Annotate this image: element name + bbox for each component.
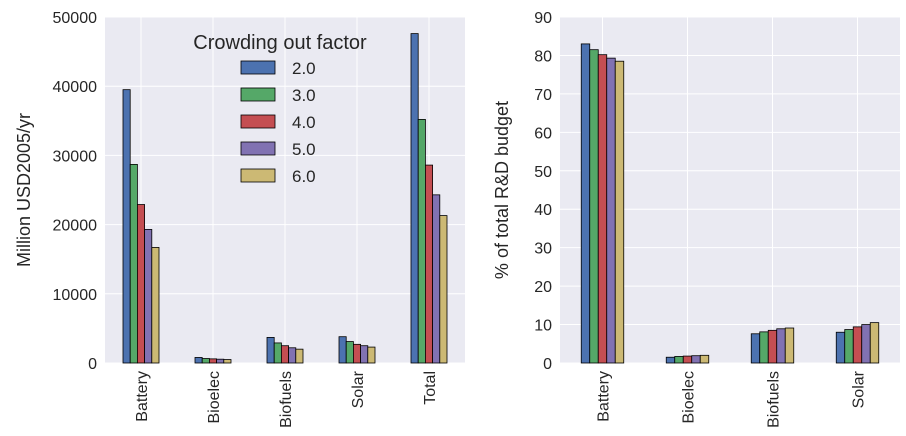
bar-total-5.0 — [432, 194, 441, 364]
bar-solar-6.0 — [869, 322, 880, 364]
bar-biofuels-5.0 — [776, 328, 786, 364]
y-tick-label-4: 40000 — [53, 79, 98, 96]
x-tick-label-bioelec: Bioelec — [206, 371, 223, 423]
bar-total-6.0 — [439, 215, 448, 364]
x-tick-label-bioelec: Bioelec — [681, 371, 698, 423]
y-tick-label-1: 10000 — [53, 287, 98, 304]
bar-total-2.0 — [410, 33, 419, 364]
legend-label-2.0: 2.0 — [292, 59, 316, 78]
bar-solar-5.0 — [861, 324, 871, 364]
bar-battery-6.0 — [151, 247, 160, 364]
x-tick-label-solar: Solar — [350, 370, 367, 408]
bar-battery-4.0 — [597, 54, 608, 364]
y-tick-label-5: 50000 — [53, 10, 98, 27]
bar-battery-2.0 — [122, 89, 131, 364]
bar-bioelec-6.0 — [699, 354, 710, 364]
bar-solar-4.0 — [352, 343, 361, 364]
y-tick-label-6: 60 — [534, 125, 552, 142]
y-tick-label-8: 80 — [534, 48, 552, 65]
bar-total-4.0 — [424, 164, 433, 364]
bar-biofuels-2.0 — [750, 333, 761, 364]
bar-battery-6.0 — [614, 60, 625, 364]
bar-bioelec-4.0 — [682, 355, 693, 364]
right-chart: 0 10 20 30 40 50 60 70 80 90 Battery Bioelec Biofuel… — [492, 10, 900, 428]
bar-bioelec-5.0 — [691, 355, 701, 364]
bar-total-3.0 — [417, 119, 426, 364]
bar-bioelec-3.0 — [674, 356, 684, 364]
bar-solar-2.0 — [338, 336, 347, 364]
y-tick-label-3: 30000 — [53, 148, 98, 165]
bar-solar-3.0 — [844, 329, 854, 364]
legend-swatch-4.0 — [240, 114, 276, 129]
y-tick-label-7: 70 — [534, 87, 552, 104]
bar-solar-2.0 — [835, 331, 846, 364]
bar-biofuels-6.0 — [784, 327, 795, 364]
bar-bioelec-5.0 — [216, 358, 225, 364]
legend-swatch-3.0 — [240, 87, 276, 102]
x-tick-label-solar: Solar — [851, 370, 868, 408]
legend-swatch-5.0 — [240, 141, 276, 156]
bar-battery-3.0 — [589, 49, 599, 364]
legend-label-6.0: 6.0 — [292, 167, 316, 186]
bar-biofuels-4.0 — [280, 345, 289, 364]
legend: Crowding out factor 2.0 3.0 4.0 5.0 6.0 — [193, 32, 367, 186]
bar-solar-5.0 — [360, 345, 369, 364]
bar-battery-5.0 — [144, 229, 153, 364]
x-tick-label-total: Total — [422, 371, 439, 405]
bar-battery-4.0 — [136, 204, 145, 364]
bar-biofuels-4.0 — [767, 329, 778, 364]
legend-label-5.0: 5.0 — [292, 140, 316, 159]
bar-biofuels-6.0 — [295, 348, 304, 364]
x-tick-label-battery: Battery — [596, 371, 613, 422]
y-tick-label-2: 20 — [534, 279, 552, 296]
bar-battery-3.0 — [129, 163, 138, 364]
bar-biofuels-2.0 — [266, 336, 275, 364]
x-tick-label-battery: Battery — [134, 371, 151, 422]
y-tick-label-0: 0 — [88, 356, 97, 373]
bar-solar-6.0 — [367, 346, 376, 364]
bar-battery-5.0 — [606, 57, 616, 364]
bar-bioelec-4.0 — [208, 358, 217, 364]
bar-bioelec-3.0 — [201, 358, 210, 364]
y-tick-label-9: 90 — [534, 10, 552, 27]
y-tick-label-3: 30 — [534, 241, 552, 258]
bar-biofuels-3.0 — [273, 342, 282, 364]
y-tick-label-2: 20000 — [53, 218, 98, 235]
bar-biofuels-3.0 — [759, 331, 769, 364]
left-chart: 0 10000 20000 30000 40000 50000 Battery Bioelec… — [14, 10, 465, 428]
legend-swatch-2.0 — [240, 60, 276, 75]
bar-bioelec-2.0 — [665, 356, 676, 364]
bar-battery-2.0 — [580, 43, 591, 364]
y-tick-label-1: 10 — [534, 318, 552, 335]
legend-label-4.0: 4.0 — [292, 113, 316, 132]
bar-bioelec-6.0 — [223, 359, 232, 364]
y-axis-label: % of total R&D budget — [492, 101, 512, 279]
bar-biofuels-5.0 — [288, 347, 297, 364]
y-tick-label-5: 50 — [534, 164, 552, 181]
y-axis-label: Million USD2005/yr — [14, 113, 34, 267]
bar-solar-4.0 — [852, 326, 863, 364]
legend-swatch-6.0 — [240, 168, 276, 183]
y-tick-label-0: 0 — [543, 356, 552, 373]
y-tick-label-4: 40 — [534, 202, 552, 219]
x-tick-label-biofuels: Biofuels — [278, 371, 295, 428]
bar-bioelec-2.0 — [194, 357, 203, 364]
legend-label-3.0: 3.0 — [292, 86, 316, 105]
legend-title: Crowding out factor — [193, 32, 367, 54]
x-tick-label-biofuels: Biofuels — [766, 371, 783, 428]
bar-solar-3.0 — [345, 341, 354, 364]
